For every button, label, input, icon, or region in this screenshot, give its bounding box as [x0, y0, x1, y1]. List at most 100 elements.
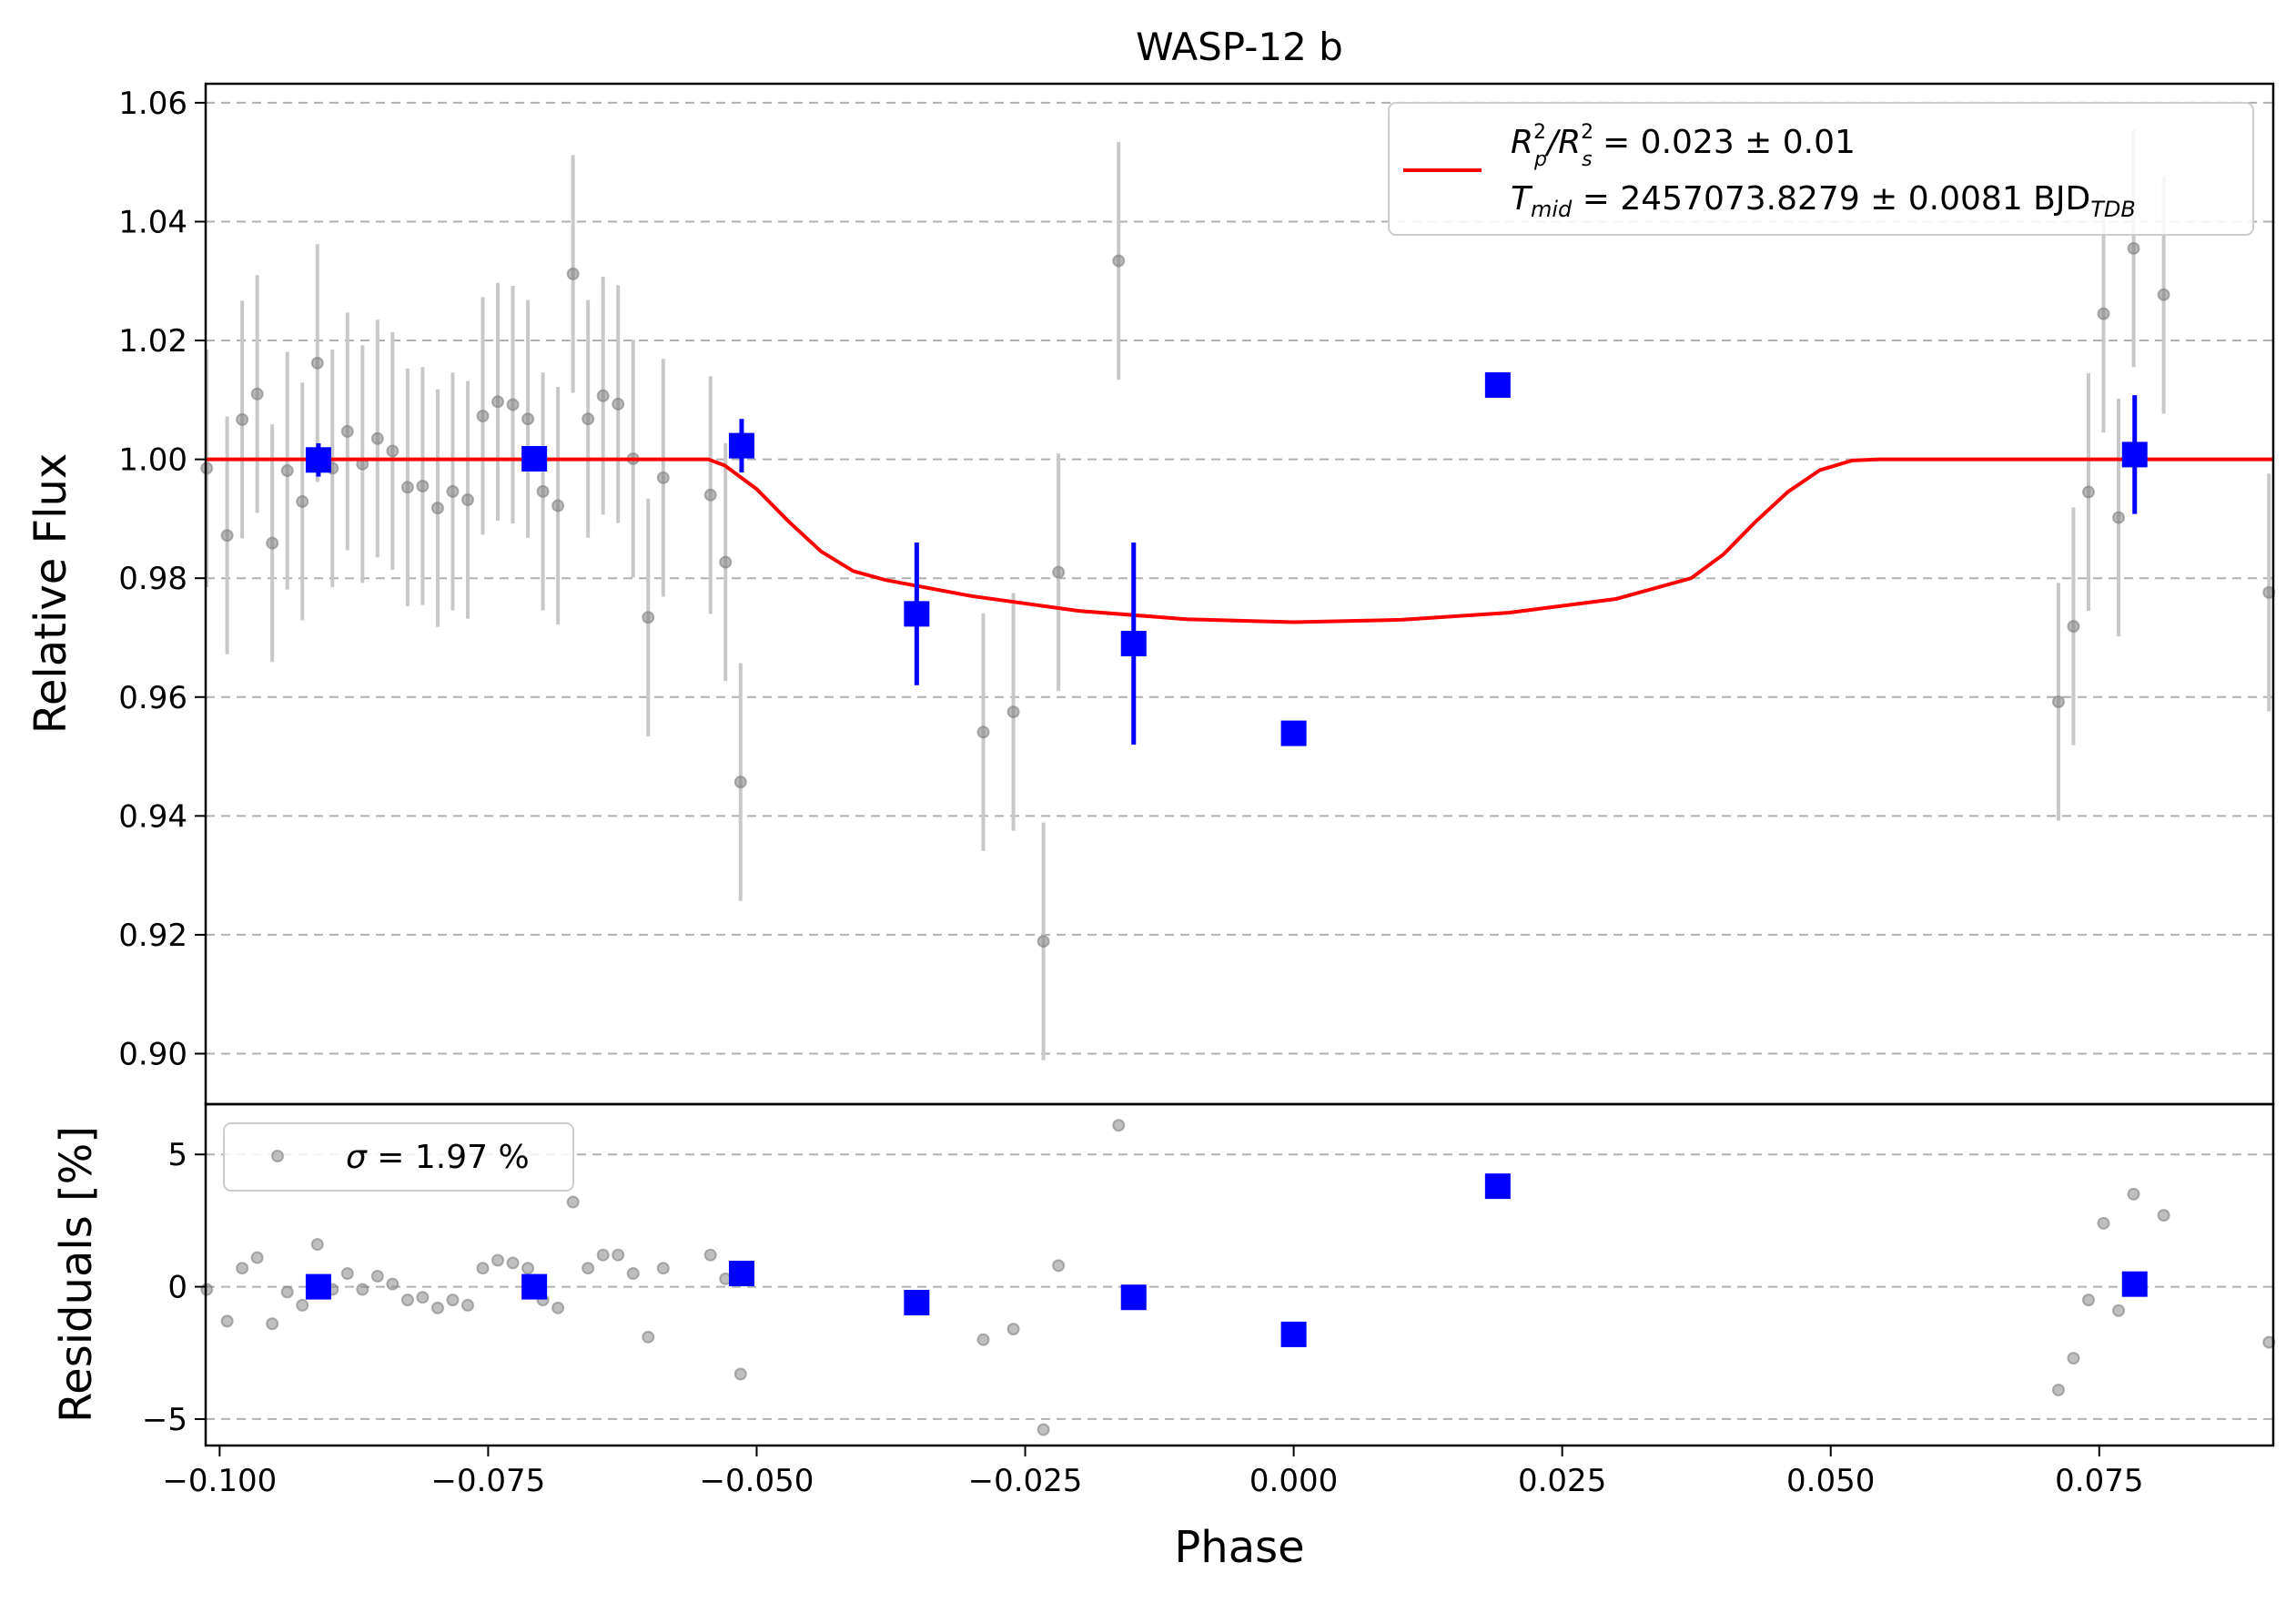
flux-raw-points	[200, 241, 2276, 949]
residuals-raw-point	[2051, 1383, 2065, 1396]
residuals-raw-point	[491, 1253, 505, 1267]
flux-binned-point	[521, 445, 548, 472]
flux-raw-point	[386, 444, 400, 458]
residuals-raw-point	[250, 1251, 264, 1264]
residuals-raw-point	[2112, 1304, 2126, 1317]
residuals-raw-point	[266, 1317, 279, 1331]
flux-raw-point	[642, 611, 655, 624]
flux-raw-point	[2157, 288, 2170, 301]
residuals-legend: σ = 1.97 %	[223, 1122, 574, 1192]
residuals-raw-point	[220, 1314, 234, 1328]
flux-raw-point	[430, 502, 444, 515]
flux-raw-point	[1112, 254, 1126, 268]
flux-raw-point	[296, 494, 309, 508]
flux-y-tick-label: 0.96	[118, 680, 187, 716]
residuals-raw-point	[521, 1262, 535, 1275]
flux-raw-point	[370, 431, 384, 445]
residuals-raw-point	[340, 1267, 354, 1281]
flux-binned-points	[305, 372, 2148, 746]
flux-y-tick-label: 1.04	[118, 204, 187, 240]
flux-binned-point	[1280, 720, 1307, 746]
x-tick-label: −0.050	[700, 1463, 814, 1499]
flux-raw-point	[2081, 485, 2095, 499]
residuals-raw-point	[400, 1294, 414, 1307]
residuals-raw-point	[416, 1291, 430, 1304]
residuals-raw-point	[1037, 1423, 1050, 1436]
x-tick-label: −0.025	[968, 1463, 1083, 1499]
residuals-raw-point	[566, 1195, 580, 1209]
flux-raw-point	[236, 412, 249, 426]
flux-raw-point	[596, 389, 610, 402]
residuals-binned-point	[305, 1273, 331, 1300]
residuals-raw-point	[642, 1330, 655, 1344]
residuals-binned-point	[904, 1290, 930, 1316]
x-tick-label: −0.075	[430, 1463, 545, 1499]
residuals-y-axis-label: Residuals [%]	[51, 1126, 102, 1423]
flux-legend: R2 p/R2 s = 0.023 ± 0.01 Tmid = 2457073.82…	[1388, 102, 2254, 236]
flux-raw-point	[733, 776, 747, 789]
flux-raw-point	[460, 493, 474, 507]
flux-raw-point	[1037, 935, 1050, 949]
residuals-raw-point	[2262, 1335, 2276, 1349]
residuals-binned-point	[1120, 1284, 1147, 1311]
flux-y-tick-label: 1.00	[118, 442, 187, 479]
x-tick-label: −0.100	[162, 1463, 277, 1499]
residuals-raw-point	[236, 1262, 249, 1275]
residuals-y-ticks: −5 0 5	[142, 1137, 206, 1438]
flux-binned-point	[1484, 372, 1511, 399]
x-axis-label: Phase	[1174, 1522, 1304, 1573]
flux-raw-point	[2112, 511, 2126, 524]
residuals-legend-box	[223, 1122, 574, 1192]
flux-y-axis-label: Relative Flux	[25, 453, 76, 735]
flux-raw-point	[2262, 585, 2276, 599]
flux-raw-point	[566, 267, 580, 280]
residuals-y-tick-label: 0	[167, 1270, 187, 1306]
residuals-panel: −5 0 5 −0.100 −0.075 −0.050 −0.025 0.000 0.025 0…	[51, 1102, 2276, 1573]
residuals-binned-point	[2121, 1271, 2148, 1297]
x-tick-label: 0.075	[2055, 1463, 2143, 1499]
residuals-raw-point	[356, 1283, 369, 1296]
residuals-raw-point	[2157, 1209, 2170, 1223]
flux-binned-point	[1120, 631, 1147, 657]
flux-y-tick-label: 0.90	[118, 1037, 187, 1073]
flux-raw-point	[976, 725, 990, 739]
x-ticks: −0.100 −0.075 −0.050 −0.025 0.000 0.025 0.050 0…	[162, 1446, 2143, 1499]
residuals-raw-point	[446, 1294, 460, 1307]
residuals-binned-point	[521, 1273, 548, 1300]
residuals-raw-point	[310, 1238, 324, 1252]
chart-title: WASP-12 b	[1136, 25, 1343, 69]
residuals-raw-point	[733, 1367, 747, 1381]
residuals-raw-point	[1112, 1119, 1126, 1132]
flux-raw-point	[1052, 565, 1066, 579]
residuals-raw-point	[596, 1248, 610, 1262]
flux-raw-point	[656, 471, 670, 484]
flux-raw-point	[266, 536, 279, 550]
x-tick-label: 0.000	[1249, 1463, 1338, 1499]
residuals-y-tick-label: 5	[167, 1137, 187, 1173]
residuals-raw-point	[506, 1256, 520, 1270]
residuals-raw-point	[1006, 1323, 1020, 1336]
flux-y-tick-label: 1.02	[118, 323, 187, 360]
flux-y-tick-label: 0.98	[118, 561, 187, 597]
flux-y-tick-label: 0.92	[118, 918, 187, 954]
flux-raw-point	[280, 464, 294, 478]
residuals-raw-point	[703, 1248, 717, 1262]
flux-raw-point	[491, 395, 505, 409]
flux-raw-point	[612, 397, 625, 411]
residuals-raw-point	[1052, 1259, 1066, 1273]
residuals-binned-points	[305, 1173, 2148, 1347]
residuals-raw-point	[476, 1262, 490, 1275]
residuals-raw-point	[296, 1298, 309, 1312]
flux-raw-point	[582, 412, 595, 426]
flux-panel: 0.90 0.92 0.94 0.96 0.98 1.00 1.02 1.04 1.06 WAS…	[25, 25, 2276, 1106]
flux-y-tick-label: 1.06	[118, 86, 187, 122]
residuals-raw-point	[430, 1301, 444, 1314]
residuals-binned-point	[1280, 1321, 1307, 1347]
flux-raw-point	[2067, 620, 2080, 634]
transit-model-line	[206, 457, 2273, 624]
residuals-raw-point	[582, 1262, 595, 1275]
flux-raw-point	[719, 555, 733, 569]
flux-raw-point	[400, 481, 414, 494]
flux-raw-point	[506, 398, 520, 411]
